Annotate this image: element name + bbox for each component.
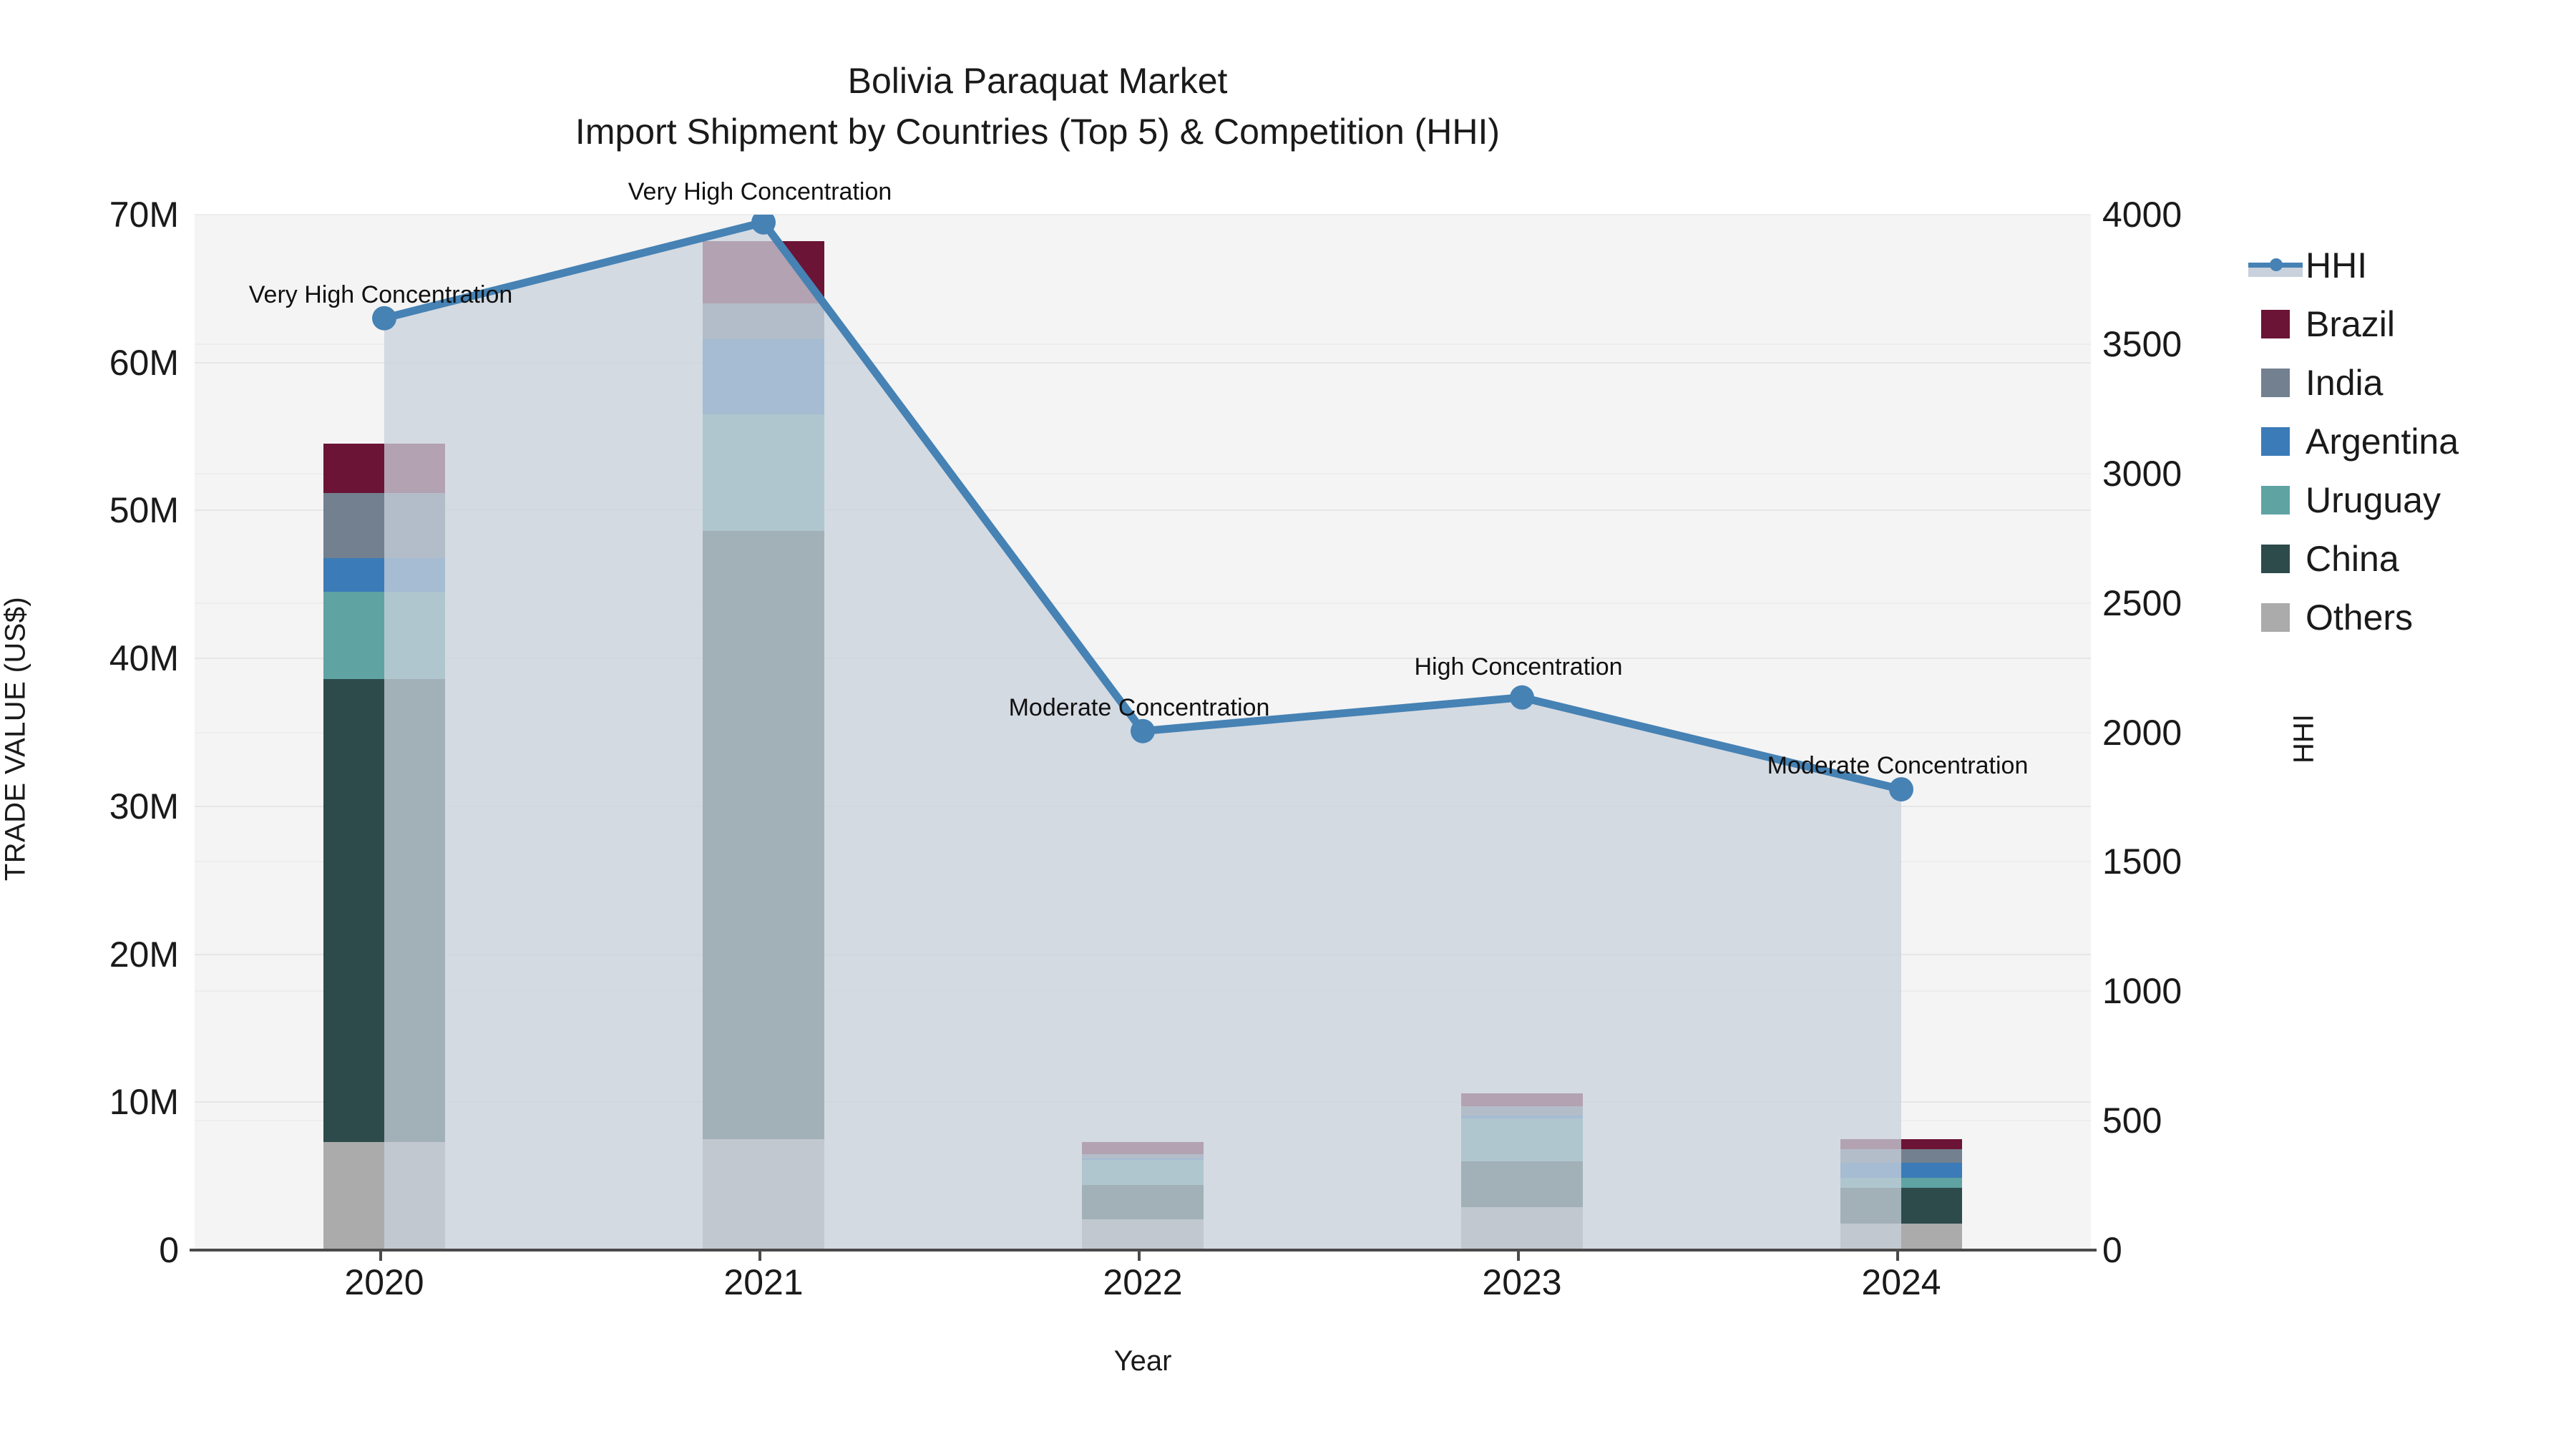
y-axis-left-title: TRADE VALUE (US$) (0, 596, 31, 882)
y-right-tick-3000: 3000 (2102, 453, 2182, 494)
gridline-major (195, 361, 2091, 364)
x-axis-title: Year (1113, 1345, 1172, 1377)
annotation-2023: High Concentration (1414, 653, 1623, 680)
y-axis-right-title: HHI (2288, 714, 2320, 763)
legend-item-uruguay[interactable]: Uruguay (2261, 471, 2569, 530)
y-left-tick-70M: 70M (109, 195, 179, 235)
gridline-minor (195, 214, 2091, 215)
x-tick-2021: 2021 (723, 1262, 804, 1302)
title-line-2: Import Shipment by Countries (Top 5) & C… (575, 112, 1501, 152)
y-left-tick-10M: 10M (109, 1082, 179, 1123)
legend-swatch-uruguay (2261, 486, 2290, 514)
y-right-tick-1000: 1000 (2102, 971, 2182, 1012)
annotation-2020: Very High Concentration (248, 280, 513, 308)
title-line-1: Bolivia Paraquat Market (847, 61, 1228, 101)
x-axis-line (190, 1249, 2097, 1252)
legend-label-argentina: Argentina (2306, 421, 2459, 462)
gridline-minor (195, 602, 2091, 604)
x-tick-2020: 2020 (344, 1262, 424, 1302)
x-tick-mark-2024 (1896, 1251, 1899, 1261)
y-right-tick-500: 500 (2102, 1101, 2162, 1141)
legend-swatch-others (2261, 603, 2290, 632)
y-right-tick-3500: 3500 (2102, 323, 2182, 364)
hhi-marker-2023[interactable] (1510, 685, 1534, 710)
x-tick-mark-2022 (1138, 1251, 1141, 1261)
x-tick-2024: 2024 (1861, 1262, 1941, 1302)
y-axis-right-labels: 0 500 1000 1500 2000 2500 3000 3500 4000 (2102, 0, 2317, 1449)
legend-label-brazil: Brazil (2306, 304, 2396, 344)
legend-label-india: India (2306, 363, 2384, 403)
gridline-minor (195, 472, 2091, 474)
legend-swatch-brazil (2261, 310, 2290, 338)
legend: HHI Brazil India Argentina Uruguay China Other… (2248, 236, 2569, 647)
annotation-2021: Very High Concentration (628, 177, 892, 205)
annotation-2022: Moderate Concentration (1008, 693, 1270, 721)
y-left-tick-60M: 60M (109, 342, 179, 383)
y-right-tick-2500: 2500 (2102, 582, 2182, 623)
gridline-minor (195, 343, 2091, 345)
legend-item-argentina[interactable]: Argentina (2261, 412, 2569, 471)
chart-title: Bolivia Paraquat Market Import Shipment … (0, 56, 2075, 157)
y-left-tick-50M: 50M (109, 490, 179, 531)
legend-item-hhi[interactable]: HHI (2248, 236, 2569, 295)
x-tick-mark-2023 (1517, 1251, 1520, 1261)
x-tick-mark-2021 (758, 1251, 761, 1261)
y-right-tick-1500: 1500 (2102, 841, 2182, 882)
hhi-marker-2021[interactable] (751, 215, 776, 235)
legend-item-brazil[interactable]: Brazil (2261, 295, 2569, 353)
y-left-tick-0: 0 (159, 1230, 179, 1270)
y-left-tick-40M: 40M (109, 638, 179, 679)
legend-swatch-argentina (2261, 427, 2290, 456)
legend-label-uruguay: Uruguay (2306, 480, 2441, 520)
hhi-series (372, 215, 1913, 1250)
x-tick-2023: 2023 (1482, 1262, 1562, 1302)
legend-item-others[interactable]: Others (2261, 588, 2569, 647)
y-right-tick-2000: 2000 (2102, 712, 2182, 753)
y-axis-left-labels: 0 10M 20M 30M 40M 50M 60M 70M (0, 0, 180, 1449)
legend-item-china[interactable]: China (2261, 530, 2569, 588)
y-left-tick-20M: 20M (109, 934, 179, 975)
x-tick-mark-2020 (379, 1251, 382, 1261)
x-tick-2022: 2022 (1103, 1262, 1183, 1302)
legend-swatch-china (2261, 545, 2290, 573)
legend-item-india[interactable]: India (2261, 353, 2569, 412)
y-right-tick-4000: 4000 (2102, 195, 2182, 235)
legend-swatch-india (2261, 369, 2290, 397)
y-left-tick-30M: 30M (109, 786, 179, 826)
gridline-major (195, 658, 2091, 660)
legend-label-others: Others (2306, 597, 2414, 638)
hhi-marker-2022[interactable] (1131, 718, 1155, 743)
hhi-line-icon (2248, 251, 2303, 280)
legend-label-hhi: HHI (2306, 245, 2368, 286)
legend-label-china: China (2306, 539, 2399, 579)
hhi-marker-2020[interactable] (372, 306, 396, 331)
annotation-2024: Moderate Concentration (1767, 752, 2029, 780)
hhi-marker-2024[interactable] (1889, 777, 1913, 802)
gridline-major (195, 509, 2091, 512)
y-right-tick-0: 0 (2102, 1230, 2122, 1270)
